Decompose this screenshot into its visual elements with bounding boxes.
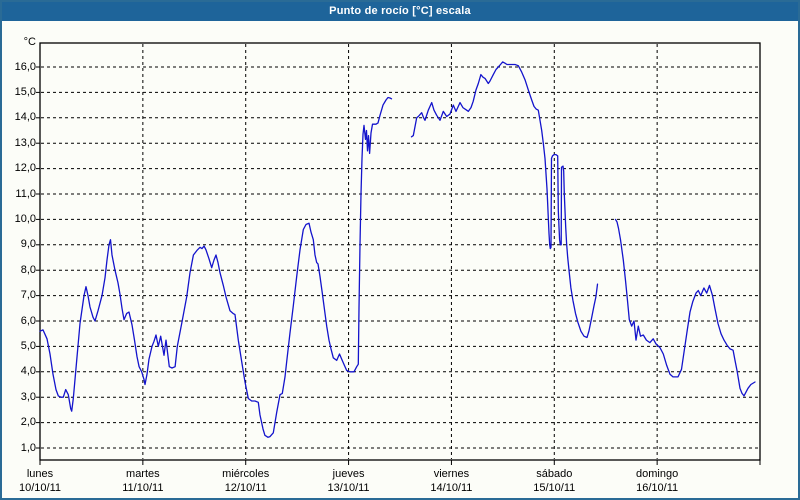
day-name: lunes [26, 468, 54, 480]
window-title: Punto de rocío [°C] escala [329, 4, 471, 17]
day-name: sábado [536, 468, 573, 480]
day-date: 11/10/11 [122, 482, 164, 494]
y-tick-label: 6,0 [20, 314, 36, 327]
y-tick-label: 5,0 [20, 339, 36, 352]
x-day-label: lunes 10/10/11 [0, 467, 85, 495]
y-tick-label: 10,0 [14, 212, 36, 225]
x-day-label: viernes 14/10/11 [406, 467, 496, 495]
y-tick-label: 16,0 [14, 60, 36, 73]
day-date: 13/10/11 [327, 482, 370, 494]
dew-point-series-line [410, 61, 599, 339]
day-date: 14/10/11 [430, 482, 473, 494]
day-name: jueves [332, 468, 365, 480]
day-date: 15/10/11 [533, 482, 576, 494]
x-day-label: jueves 13/10/11 [304, 467, 394, 495]
day-name: miércoles [222, 468, 270, 480]
y-tick-label: 12,0 [14, 162, 36, 175]
day-name: viernes [433, 468, 470, 480]
y-tick-label: 11,0 [15, 187, 36, 200]
day-date: 10/10/11 [18, 482, 61, 494]
x-day-label: domingo 16/10/11 [612, 467, 702, 495]
y-tick-label: 14,0 [14, 111, 36, 124]
day-date: 16/10/11 [636, 482, 679, 494]
day-name: domingo [636, 468, 679, 480]
plot-border [39, 42, 761, 461]
y-tick-label: 2,0 [20, 416, 36, 429]
y-axis-unit-label: °C [23, 36, 36, 48]
window-title-bar[interactable]: Punto de rocío [°C] escala [0, 0, 800, 21]
day-date: 12/10/11 [224, 482, 267, 494]
y-tick-label: 7,0 [20, 289, 36, 302]
y-tick-label: 13,0 [14, 136, 36, 149]
y-tick-label: 9,0 [20, 238, 36, 251]
y-tick-label: 3,0 [20, 390, 36, 403]
y-tick-label: 8,0 [20, 263, 36, 276]
x-day-label: martes 11/10/11 [98, 467, 188, 495]
x-day-label: miércoles 12/10/11 [201, 467, 291, 495]
x-day-label: sábado 15/10/11 [509, 467, 599, 495]
y-tick-label: 15,0 [14, 85, 36, 98]
dew-point-series-line [614, 218, 756, 397]
y-tick-label: 4,0 [20, 365, 36, 378]
y-tick-label: 1,0 [20, 441, 36, 454]
day-name: martes [126, 468, 160, 480]
dew-point-series-line [39, 96, 393, 438]
